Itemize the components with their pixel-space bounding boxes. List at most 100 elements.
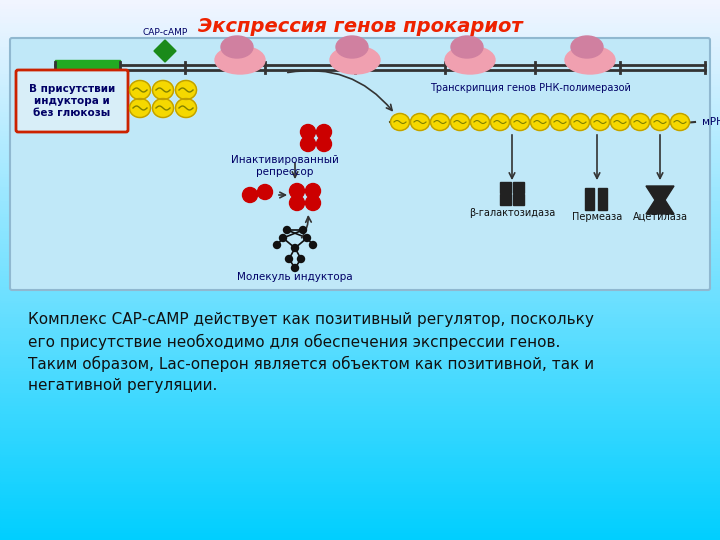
Circle shape	[279, 234, 287, 241]
Bar	[0, 231, 720, 235]
Bar	[0, 156, 720, 159]
Bar	[0, 4, 720, 8]
Circle shape	[305, 184, 320, 199]
Bar	[0, 347, 720, 351]
Bar	[0, 372, 720, 375]
Bar	[0, 423, 720, 427]
Text: его присутствие необходимо для обеспечения экспрессии генов.: его присутствие необходимо для обеспечен…	[28, 334, 560, 350]
Bar	[0, 247, 720, 251]
Bar	[0, 531, 720, 535]
Bar	[0, 77, 720, 81]
Bar	[0, 480, 720, 483]
Bar	[0, 409, 720, 413]
Bar	[0, 288, 720, 292]
Ellipse shape	[670, 113, 690, 131]
Bar	[0, 164, 720, 167]
Bar	[0, 377, 720, 381]
Polygon shape	[646, 186, 674, 214]
Bar	[0, 34, 720, 38]
Bar	[0, 0, 720, 3]
Bar	[0, 493, 720, 497]
Ellipse shape	[153, 80, 174, 99]
Bar	[0, 466, 720, 470]
Ellipse shape	[531, 113, 549, 131]
Bar	[0, 309, 720, 313]
Circle shape	[297, 255, 305, 262]
Bar	[0, 393, 720, 397]
Bar	[0, 188, 720, 192]
Bar	[0, 404, 720, 408]
Bar	[0, 399, 720, 402]
Bar	[585, 188, 594, 210]
Bar	[0, 301, 720, 305]
Bar	[0, 18, 720, 22]
Bar	[0, 331, 720, 335]
Bar	[500, 194, 511, 205]
Bar	[0, 134, 720, 138]
Bar	[0, 118, 720, 122]
Bar	[0, 471, 720, 475]
Bar	[0, 382, 720, 386]
Bar	[0, 131, 720, 135]
Bar	[0, 323, 720, 327]
Bar	[0, 463, 720, 467]
Bar	[0, 93, 720, 97]
Bar	[0, 434, 720, 437]
Ellipse shape	[611, 113, 629, 131]
Text: Таким образом, Lac-оперон является объектом как позитивной, так и: Таким образом, Lac-оперон является объек…	[28, 356, 594, 372]
Bar	[0, 498, 720, 502]
Bar	[0, 274, 720, 278]
Text: Экспрессия генов прокариот: Экспрессия генов прокариот	[198, 17, 522, 37]
Bar	[0, 482, 720, 486]
Bar	[0, 37, 720, 40]
Bar	[0, 145, 720, 148]
Bar	[0, 142, 720, 146]
Bar	[0, 436, 720, 440]
Bar	[0, 293, 720, 297]
Bar	[0, 69, 720, 73]
FancyBboxPatch shape	[10, 38, 710, 290]
Bar	[0, 201, 720, 205]
Ellipse shape	[176, 80, 197, 99]
Bar	[0, 15, 720, 19]
Bar	[0, 39, 720, 43]
Bar	[0, 129, 720, 132]
Ellipse shape	[431, 113, 449, 131]
Ellipse shape	[510, 113, 529, 131]
Bar	[0, 126, 720, 130]
Text: Транскрипция генов РНК-полимеразой: Транскрипция генов РНК-полимеразой	[430, 83, 631, 93]
Bar	[0, 261, 720, 265]
Bar	[0, 80, 720, 84]
Bar	[0, 102, 720, 105]
Bar	[0, 401, 720, 405]
Circle shape	[289, 195, 305, 211]
Bar	[0, 350, 720, 354]
Bar	[0, 53, 720, 57]
Circle shape	[286, 255, 292, 262]
Bar	[55, 60, 120, 70]
Bar	[598, 188, 607, 210]
Bar	[0, 528, 720, 532]
Circle shape	[292, 265, 299, 272]
Bar	[0, 107, 720, 111]
Bar	[0, 174, 720, 178]
Bar	[0, 158, 720, 162]
Bar	[0, 218, 720, 221]
Ellipse shape	[130, 98, 150, 118]
Bar	[0, 139, 720, 143]
Bar	[0, 326, 720, 329]
Text: В присутствии
индуктора и
без глюкозы: В присутствии индуктора и без глюкозы	[29, 84, 115, 118]
Bar	[0, 193, 720, 197]
Bar	[0, 42, 720, 46]
Circle shape	[304, 234, 310, 241]
Bar	[0, 26, 720, 30]
Bar	[0, 255, 720, 259]
Text: Молекуль индуктора: Молекуль индуктора	[237, 272, 353, 282]
Bar	[0, 439, 720, 443]
Bar	[0, 137, 720, 140]
Bar	[0, 444, 720, 448]
Bar	[0, 10, 720, 14]
Bar	[0, 282, 720, 286]
Bar	[0, 72, 720, 76]
Ellipse shape	[551, 113, 570, 131]
